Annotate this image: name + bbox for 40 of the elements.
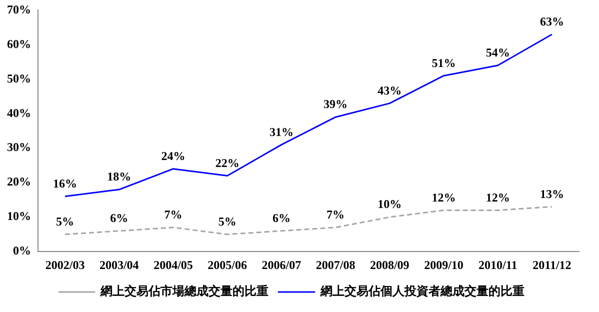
data-label: 6% bbox=[272, 211, 290, 225]
x-tick-label: 2010/11 bbox=[478, 258, 518, 272]
data-label: 6% bbox=[110, 211, 128, 225]
x-tick-label: 2011/12 bbox=[532, 258, 572, 272]
data-label: 31% bbox=[269, 124, 294, 139]
x-tick-label: 2008/09 bbox=[370, 258, 410, 272]
data-label: 54% bbox=[486, 45, 510, 60]
x-tick-label: 2009/10 bbox=[424, 258, 464, 272]
legend-label: 網上交易佔市場總成交量的比重 bbox=[100, 284, 268, 298]
data-label: 12% bbox=[486, 190, 510, 204]
y-tick-label: 50% bbox=[7, 71, 31, 86]
data-label: 18% bbox=[107, 170, 132, 184]
data-label: 12% bbox=[432, 190, 456, 204]
x-tick-label: 2007/08 bbox=[316, 258, 356, 272]
x-tick-label: 2006/07 bbox=[262, 258, 302, 272]
y-tick-label: 0% bbox=[13, 244, 31, 258]
data-label: 10% bbox=[378, 197, 402, 212]
x-tick-label: 2005/06 bbox=[208, 258, 248, 272]
data-label: 16% bbox=[53, 176, 78, 191]
data-label: 43% bbox=[378, 83, 402, 98]
y-tick-label: 30% bbox=[7, 140, 31, 154]
data-label: 7% bbox=[326, 208, 345, 222]
data-label: 13% bbox=[540, 186, 564, 201]
data-label: 7% bbox=[164, 208, 182, 222]
data-label: 5% bbox=[218, 214, 236, 228]
y-tick-label: 20% bbox=[7, 174, 31, 189]
y-tick-label: 60% bbox=[7, 36, 31, 51]
data-label: 5% bbox=[56, 214, 74, 228]
data-label: 63% bbox=[540, 14, 564, 28]
x-tick-label: 2003/04 bbox=[99, 258, 139, 272]
x-tick-label: 2002/03 bbox=[45, 258, 85, 272]
data-label: 24% bbox=[161, 148, 186, 163]
y-tick-label: 70% bbox=[7, 2, 31, 16]
y-tick-label: 40% bbox=[7, 106, 31, 120]
data-label: 51% bbox=[432, 56, 456, 70]
legend-label: 網上交易佔個人投資者總成交量的比重 bbox=[320, 284, 524, 298]
x-tick-label: 2004/05 bbox=[154, 258, 193, 272]
data-label: 39% bbox=[324, 97, 348, 112]
y-tick-label: 10% bbox=[7, 209, 31, 224]
data-label: 22% bbox=[215, 156, 240, 170]
